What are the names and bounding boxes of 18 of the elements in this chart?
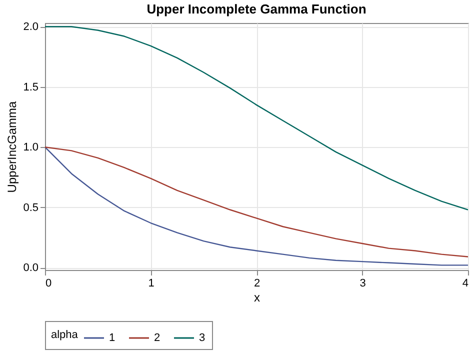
x-tick-label: 1 bbox=[148, 278, 154, 290]
legend-title: alpha bbox=[51, 329, 79, 341]
chart-title: Upper Incomplete Gamma Function bbox=[146, 2, 366, 17]
x-axis-title: x bbox=[254, 290, 260, 304]
y-tick-label: 0.5 bbox=[23, 202, 38, 214]
x-tick-label: 0 bbox=[46, 278, 52, 290]
x-tick-label: 3 bbox=[360, 278, 366, 290]
x-tick-label: 4 bbox=[462, 278, 468, 290]
x-tick-label: 2 bbox=[254, 278, 260, 290]
y-tick-label: 2.0 bbox=[23, 21, 38, 34]
legend-label: 3 bbox=[199, 332, 206, 344]
line-series bbox=[45, 26, 468, 210]
legend-label: 2 bbox=[154, 332, 160, 344]
legend-label: 1 bbox=[109, 332, 116, 344]
y-tick-label: 0.0 bbox=[23, 262, 38, 274]
y-axis-title: UpperIncGamma bbox=[5, 100, 20, 193]
y-tick-label: 1.5 bbox=[23, 81, 38, 94]
y-tick-label: 1.0 bbox=[23, 142, 38, 154]
